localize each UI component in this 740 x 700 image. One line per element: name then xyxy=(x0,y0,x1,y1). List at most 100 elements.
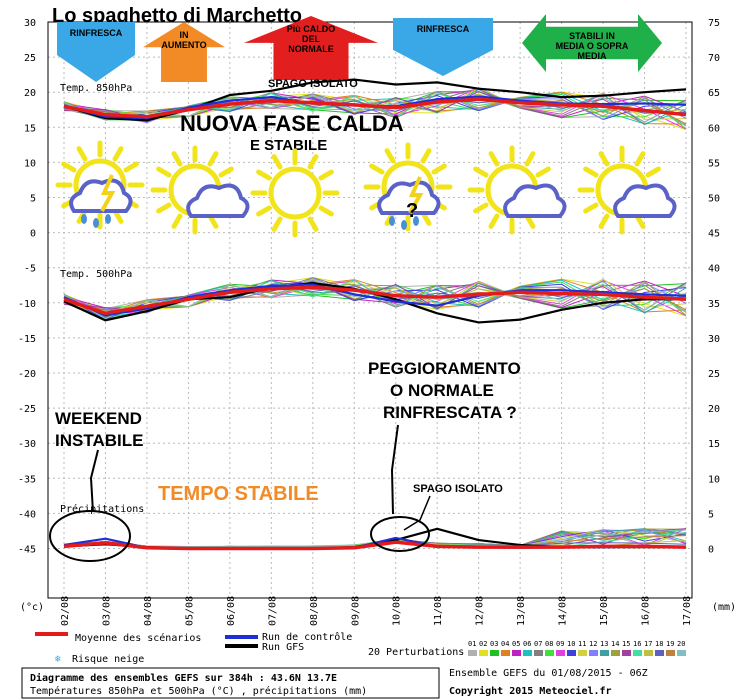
y-right-tick-label: 25 xyxy=(708,369,720,380)
sun-ray xyxy=(112,146,124,162)
sun-ray xyxy=(598,213,610,229)
sun-ray xyxy=(431,163,447,175)
y-left-tick-label: 5 xyxy=(30,194,36,205)
perturbation-number: 19 xyxy=(666,640,674,648)
perturbation-swatch xyxy=(512,650,521,656)
trend-arrow-label: STABILI IN xyxy=(569,31,615,41)
sun-ray xyxy=(369,163,385,175)
perturbation-swatch xyxy=(633,650,642,656)
sun-ray xyxy=(256,169,272,181)
y-left-tick-label: 0 xyxy=(30,229,36,240)
question-mark: ? xyxy=(406,200,418,222)
perturbation-swatch xyxy=(655,650,664,656)
sun-ray xyxy=(634,151,646,167)
legend-control-label: Run de contrôle xyxy=(262,631,352,643)
perturbation-swatch xyxy=(556,650,565,656)
cloud-shape xyxy=(186,183,250,218)
weekend-circle xyxy=(49,510,131,562)
series-t850-line xyxy=(63,97,687,119)
sun-ray xyxy=(76,146,88,162)
trend-arrow-both xyxy=(522,14,662,72)
rain-drop xyxy=(105,214,111,224)
y-right-tick-label: 40 xyxy=(708,264,720,275)
perturbation-swatch xyxy=(589,650,598,656)
perturbation-t850-line xyxy=(63,88,687,126)
sun-ray xyxy=(171,151,183,167)
weekend-label: WEEKEND xyxy=(55,409,142,428)
x-tick-label: 03/08 xyxy=(101,596,112,626)
y-right-tick-label: 0 xyxy=(708,545,714,556)
spago-isolato-top-label: SPAGO ISOLATO xyxy=(268,78,358,90)
sun-ray xyxy=(420,148,432,164)
cloud-shape xyxy=(377,180,441,215)
sun-icon xyxy=(250,148,340,238)
perturbation-swatch xyxy=(567,650,576,656)
rinfrescata-label: RINFRESCATA ? xyxy=(383,403,517,422)
y-right-tick-label: 5 xyxy=(708,509,714,520)
y-left-tick-label: -30 xyxy=(18,439,36,450)
sun-ray xyxy=(384,148,396,164)
e-stabile-label: E STABILE xyxy=(250,137,327,154)
y-left-tick-label: -25 xyxy=(18,404,36,415)
sun-ray xyxy=(271,154,283,170)
y-left-tick-label: 10 xyxy=(24,158,36,169)
y-right-tick-label: 60 xyxy=(708,123,720,134)
perturbation-number: 05 xyxy=(512,640,520,648)
legend-gfs-label: Run GFS xyxy=(262,642,304,653)
x-tick-label: 15/08 xyxy=(599,596,610,626)
trend-arrow-down xyxy=(57,22,135,82)
x-tick-label: 07/08 xyxy=(267,596,278,626)
sun-ray xyxy=(318,205,334,217)
perturbation-swatch xyxy=(611,650,620,656)
x-tick-label: 04/08 xyxy=(143,596,154,626)
panel-label-t500: Temp. 500hPa xyxy=(60,269,132,280)
x-tick-label: 16/08 xyxy=(641,596,652,626)
perturbation-swatch xyxy=(501,650,510,656)
sun-ray xyxy=(256,205,272,217)
cloud-shape xyxy=(503,183,567,218)
trend-arrow-label: MEDIA O SOPRA xyxy=(556,41,629,51)
sun-ray xyxy=(156,202,172,214)
sun-ray xyxy=(61,161,77,173)
x-tick-label: 17/08 xyxy=(682,596,693,626)
trend-arrow-label: AUMENTO xyxy=(161,40,206,50)
sun-storm-rain-icon xyxy=(363,142,453,232)
rain-drop xyxy=(413,216,419,226)
lightning-bolt xyxy=(408,176,424,214)
y-left-tick-label: -20 xyxy=(18,369,36,380)
perturbation-number: 02 xyxy=(479,640,487,648)
sun-ray xyxy=(583,202,599,214)
y-left-tick-label: -15 xyxy=(18,334,36,345)
chart-grid xyxy=(48,21,692,598)
x-tick-label: 14/08 xyxy=(558,596,569,626)
sun-ray xyxy=(473,202,489,214)
chart-series xyxy=(63,78,687,551)
rain-drop xyxy=(401,220,407,230)
trend-arrow-label: NORMALE xyxy=(288,44,334,54)
weather-icons: ? xyxy=(55,140,677,238)
x-tick-label: 02/08 xyxy=(60,596,71,626)
legend-snow-label: Risque neige xyxy=(72,654,144,665)
y-left-tick-label: 15 xyxy=(24,123,36,134)
series-precip-line xyxy=(63,540,687,551)
y-right-tick-label: 20 xyxy=(708,404,720,415)
sun-ray xyxy=(598,151,610,167)
sun-ray xyxy=(645,166,661,178)
perturbation-number: 13 xyxy=(600,640,608,648)
y-right-tick-label: 10 xyxy=(708,474,720,485)
peggioramento-circle xyxy=(370,516,430,552)
panel-label-t850: Temp. 850hPa xyxy=(60,83,132,94)
sun-ray xyxy=(488,213,500,229)
perturbation-t500-line xyxy=(63,279,687,309)
y-right-tick-label: 70 xyxy=(708,53,720,64)
spago-isolato-pointer xyxy=(403,495,431,531)
y-left-unit: (°c) xyxy=(20,602,44,613)
chart-axes: 302520151050-5-10-15-20-25-30-35-40-4575… xyxy=(18,18,736,626)
tempo-stabile-label: TEMPO STABILE xyxy=(158,483,319,505)
legend-mean-label: Moyenne des scénarios xyxy=(75,632,201,644)
y-left-tick-label: -40 xyxy=(18,509,36,520)
footer-box xyxy=(21,667,440,699)
perturbation-number: 18 xyxy=(655,640,663,648)
instabile-label: INSTABILE xyxy=(55,431,143,450)
